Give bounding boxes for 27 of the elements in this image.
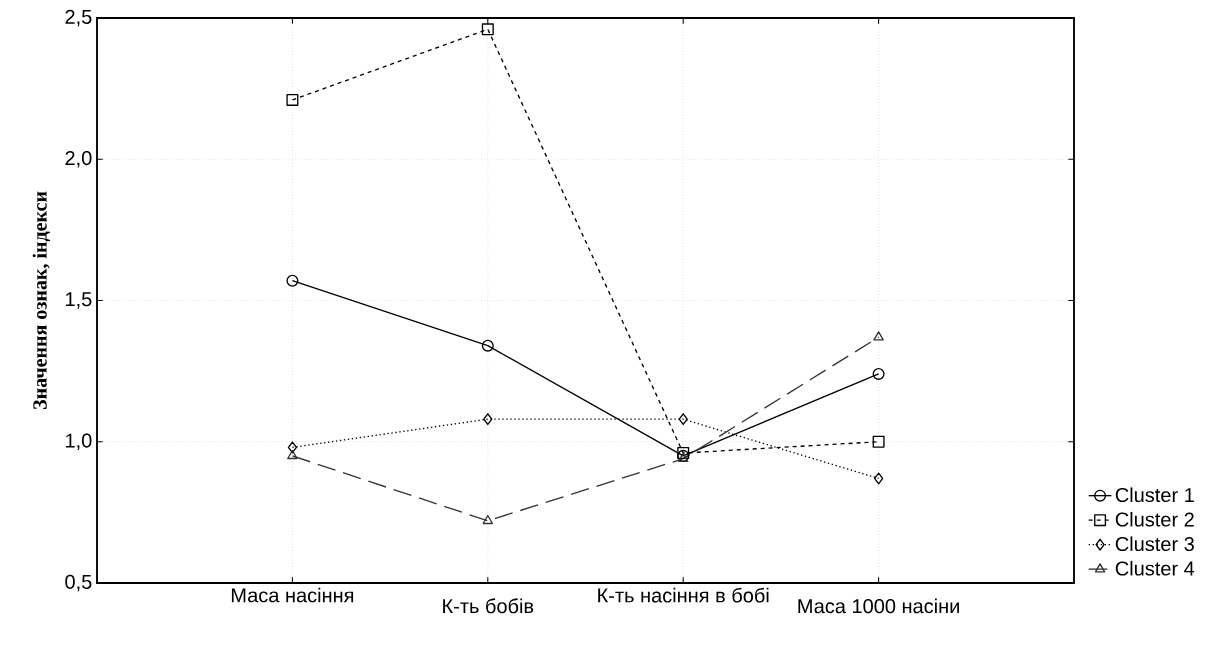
legend-label: Cluster 3 [1115,536,1194,552]
point [873,331,884,341]
point [872,435,885,448]
point [678,413,688,426]
point [481,339,494,352]
x-tick-label: К-ть насіння в бобі [598,587,769,603]
legend-label: Cluster 1 [1115,487,1194,503]
y-tick-label: 2,5 [65,9,92,27]
point [482,514,494,525]
x-tick-label: К-ть бобів [443,598,534,614]
point [287,441,298,454]
point [287,449,298,460]
y-tick-label: 1,0 [66,433,92,450]
point [286,93,299,106]
legend-label: Cluster 2 [1115,511,1194,527]
point [286,274,299,287]
point [483,413,493,426]
y-axis-title: Значення ознак, індекси [32,191,50,410]
x-tick-label: Маса 1000 насіни [798,598,959,614]
point [481,23,494,36]
x-tick-label: Маса насіння [231,587,354,603]
point [873,472,884,485]
y-tick-label: 0,5 [65,574,92,592]
y-tick-label: 1,5 [66,292,92,309]
point [872,367,885,380]
y-tick-label: 2,0 [65,150,92,168]
legend-label: Cluster 4 [1115,560,1195,576]
